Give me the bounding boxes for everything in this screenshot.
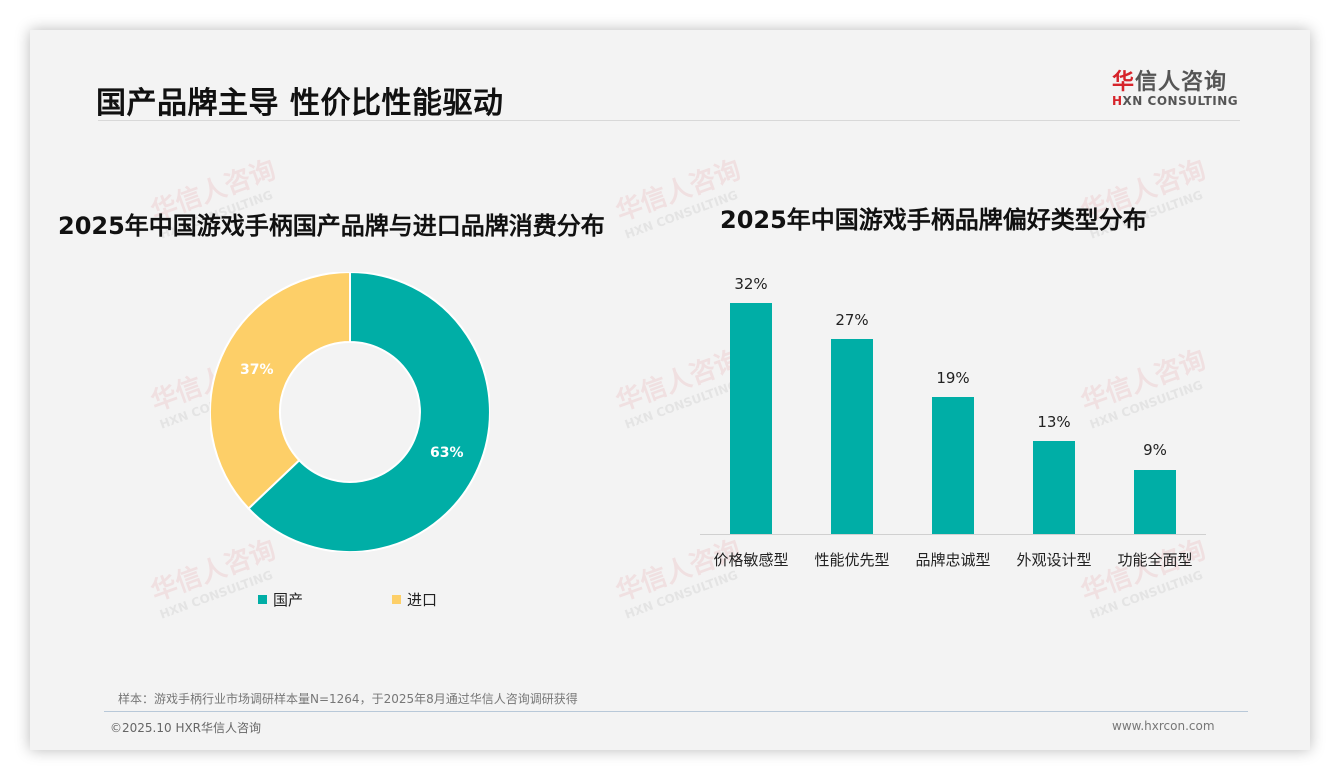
bar-chart-title: 2025年中国游戏手柄品牌偏好类型分布 bbox=[720, 206, 1147, 234]
legend-label-domestic: 国产 bbox=[273, 591, 304, 609]
sample-note: 样本：游戏手柄行业市场调研样本量N=1264，于2025年8月通过华信人咨询调研… bbox=[118, 692, 578, 706]
donut-svg bbox=[208, 270, 491, 553]
logo-en-rest: XN CONSULTING bbox=[1122, 94, 1239, 108]
donut-chart: 63% 37% bbox=[208, 270, 491, 553]
slide: 华信人咨询 HXN CONSULTING 华信人咨询 HXN CONSULTING … bbox=[30, 30, 1310, 750]
website-link[interactable]: www.hxrcon.com bbox=[1112, 719, 1215, 733]
bar-value: 27% bbox=[835, 311, 869, 329]
footer-divider bbox=[104, 711, 1248, 712]
bar-category: 外观设计型 bbox=[1016, 551, 1092, 569]
bar-brand-loyal[interactable] bbox=[932, 397, 974, 534]
donut-label-imported: 37% bbox=[240, 362, 274, 378]
donut-slice-imported[interactable] bbox=[208, 270, 351, 510]
logo-cn-first: 华 bbox=[1112, 70, 1136, 95]
bar-category: 性能优先型 bbox=[814, 551, 890, 569]
legend-swatch-domestic bbox=[258, 595, 267, 604]
bar-category: 价格敏感型 bbox=[713, 551, 789, 569]
legend-swatch-imported bbox=[392, 595, 401, 604]
bar-value: 9% bbox=[1143, 441, 1167, 459]
title-divider bbox=[98, 120, 1240, 121]
donut-label-domestic: 63% bbox=[430, 445, 464, 461]
donut-slice-domestic[interactable] bbox=[247, 270, 491, 553]
bar-category: 品牌忠诚型 bbox=[915, 551, 991, 569]
bar-value: 19% bbox=[936, 369, 970, 387]
bar-full-featured[interactable] bbox=[1134, 470, 1176, 534]
bar-price-sensitive[interactable] bbox=[730, 303, 772, 534]
legend-item-imported: 进口 bbox=[392, 589, 437, 610]
donut-chart-title: 2025年中国游戏手柄国产品牌与进口品牌消费分布 bbox=[58, 212, 605, 240]
bar-category: 功能全面型 bbox=[1117, 551, 1193, 569]
bar-value: 32% bbox=[734, 275, 768, 293]
brand-logo: 华信人咨询 HXN CONSULTING bbox=[1112, 64, 1242, 108]
copyright: ©2025.10 HXR华信人咨询 bbox=[110, 721, 262, 735]
x-axis-line bbox=[700, 534, 1206, 535]
page-title: 国产品牌主导 性价比性能驱动 bbox=[96, 86, 504, 121]
bar-value: 13% bbox=[1037, 413, 1071, 431]
logo-cn-rest: 信人咨询 bbox=[1135, 70, 1228, 95]
bar-performance-first[interactable] bbox=[831, 339, 873, 534]
legend-item-domestic: 国产 bbox=[258, 589, 303, 610]
legend-label-imported: 进口 bbox=[407, 591, 438, 609]
bar-chart: 32% 价格敏感型 27% 性能优先型 19% 品牌忠诚型 13% 外观设计型 … bbox=[700, 270, 1206, 570]
logo-en-first: H bbox=[1112, 94, 1123, 108]
bar-design-focused[interactable] bbox=[1033, 441, 1075, 534]
